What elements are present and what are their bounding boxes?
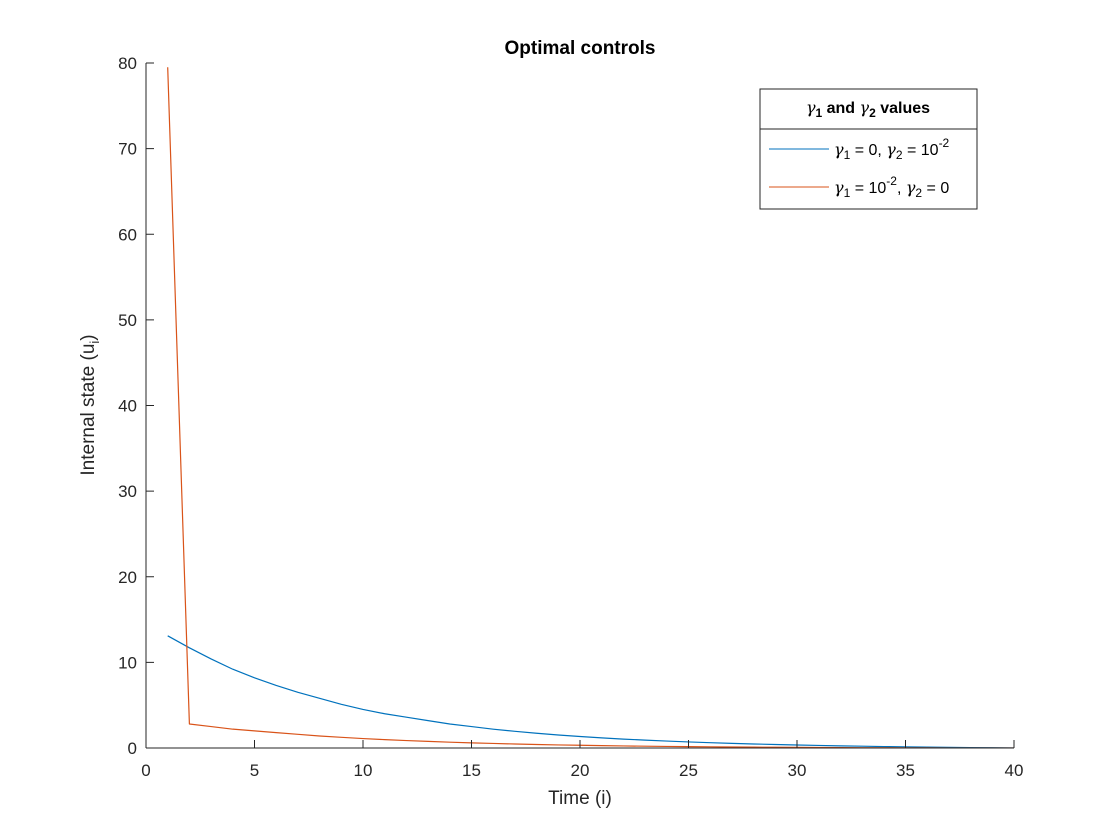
legend-entry-2-sup: -2 [886, 174, 897, 188]
y-tick-label: 60 [118, 225, 137, 244]
y-tick-label: 20 [118, 568, 137, 587]
x-tick-label: 10 [354, 761, 373, 780]
x-axis-title: Time (i) [548, 788, 612, 809]
y-tick-label: 50 [118, 311, 137, 330]
legend-entry-2-sub1: 1 [844, 186, 851, 200]
y-axis-title-tail: ) [78, 334, 99, 340]
legend-entry-series-2: γ1 = 10-2, γ2 = 0 [834, 174, 949, 200]
legend-title-mid: and [822, 100, 859, 117]
x-tick-label: 40 [1005, 761, 1024, 780]
legend-title-gamma2: γ [860, 98, 870, 117]
x-tick-label: 30 [788, 761, 807, 780]
x-ticks: 0 5 10 15 20 25 30 35 40 [141, 740, 1023, 780]
legend-entry-series-1: γ1 = 0, γ2 = 10-2 [834, 136, 950, 162]
legend-entry-1-gamma1: γ [834, 140, 844, 159]
legend-entry-1-sub2: 2 [896, 148, 903, 162]
y-tick-label: 30 [118, 482, 137, 501]
x-tick-label: 5 [250, 761, 259, 780]
legend-entry-1-text2: = 10 [903, 142, 939, 159]
legend: γ1 and γ2 values γ1 = 0, γ2 = 10-2 γ1 = … [759, 88, 978, 210]
y-axis-title-main: Internal state (u [78, 344, 99, 476]
legend-entry-2-sub2: 2 [915, 186, 922, 200]
y-tick-label: 80 [118, 54, 137, 73]
x-tick-label: 35 [896, 761, 915, 780]
x-tick-label: 0 [141, 761, 150, 780]
series-line-1 [167, 635, 1014, 748]
legend-entry-1-text1: = 0, [850, 142, 886, 159]
legend-entry-1-sub1: 1 [844, 148, 851, 162]
chart-title: Optimal controls [505, 38, 656, 59]
y-tick-label: 40 [118, 397, 137, 416]
y-tick-label: 70 [118, 140, 137, 159]
y-ticks: 0 10 20 30 40 50 60 70 80 [118, 54, 154, 758]
legend-entry-2-text1: = 10 [850, 180, 886, 197]
y-tick-label: 0 [128, 739, 137, 758]
legend-title-sub1: 1 [816, 106, 823, 120]
y-axis-title-subscript: i [87, 341, 102, 344]
legend-entry-1-gamma2: γ [886, 140, 896, 159]
legend-title: γ1 and γ2 values [806, 98, 930, 120]
y-axis-title: Internal state (ui) [78, 334, 102, 475]
x-tick-label: 25 [679, 761, 698, 780]
legend-entry-1-sup: -2 [939, 136, 950, 150]
legend-entry-2-gamma1: γ [834, 178, 844, 197]
y-tick-label: 10 [118, 653, 137, 672]
legend-entry-2-text3: = 0 [922, 180, 949, 197]
legend-title-gamma1: γ [806, 98, 816, 117]
legend-title-sub2: 2 [869, 106, 876, 120]
x-tick-label: 20 [571, 761, 590, 780]
legend-entry-2-gamma2: γ [906, 178, 916, 197]
legend-entry-2-text2: , [897, 180, 906, 197]
x-tick-label: 15 [462, 761, 481, 780]
legend-title-tail: values [876, 100, 930, 117]
